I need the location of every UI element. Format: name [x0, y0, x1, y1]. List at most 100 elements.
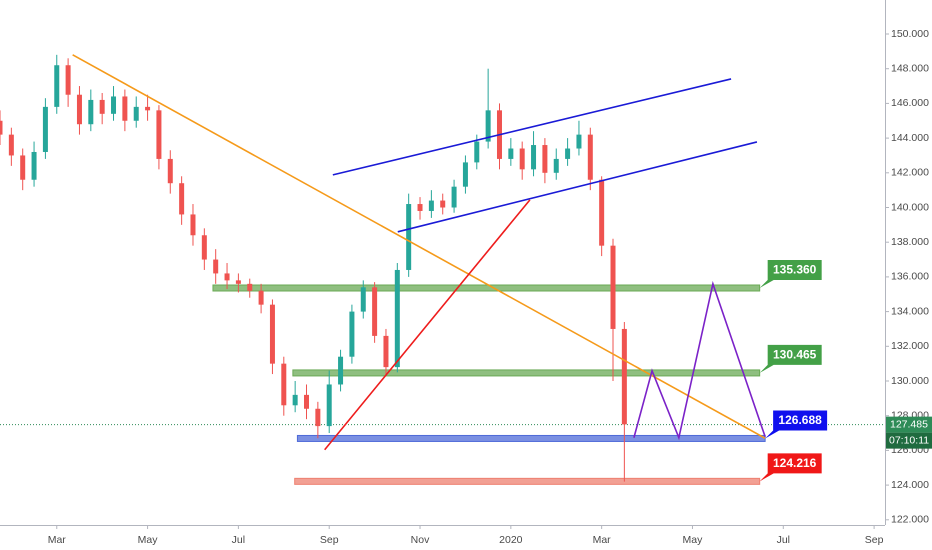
x-tick-label: May	[138, 534, 159, 546]
y-tick-label: 142.000	[891, 167, 929, 179]
candle-body	[179, 183, 185, 215]
candle-body	[20, 155, 26, 180]
candle-body	[338, 356, 344, 385]
zone-label-box	[759, 344, 822, 373]
x-tick-label: Jul	[777, 534, 790, 546]
candle-body	[65, 65, 71, 95]
y-tick-label: 132.000	[891, 340, 929, 352]
candle-body	[474, 141, 480, 163]
candle-body	[315, 408, 321, 427]
y-tick-label: 136.000	[891, 271, 929, 283]
x-tick-label: Mar	[593, 534, 612, 546]
x-tick-label: Sep	[320, 534, 339, 546]
candle-body	[224, 273, 230, 281]
candle-body	[553, 158, 559, 173]
x-tick-label: Mar	[48, 534, 67, 546]
countdown-box	[886, 432, 932, 449]
candle-body	[565, 148, 571, 159]
x-tick-label: Nov	[411, 534, 430, 546]
candle-body	[440, 200, 446, 208]
candle-body	[508, 148, 514, 159]
y-tick-label: 144.000	[891, 132, 929, 144]
countdown-label: 07:10:11	[889, 434, 929, 446]
candle-body	[133, 106, 139, 121]
y-tick-label: 124.000	[891, 479, 929, 491]
candle-body	[462, 162, 468, 187]
x-tick-label: Jul	[232, 534, 245, 546]
candle-body	[304, 394, 310, 409]
candle-body	[235, 280, 241, 284]
y-tick-label: 138.000	[891, 236, 929, 248]
candle-body	[88, 99, 94, 125]
last-price-label: 127.485	[890, 418, 928, 430]
zone	[212, 284, 761, 292]
candle-body	[383, 335, 389, 368]
candle-body	[247, 283, 253, 291]
last-price-box	[886, 416, 932, 433]
candle-body	[8, 134, 14, 156]
zone	[294, 477, 761, 485]
candle-body	[31, 151, 37, 180]
candle-body	[269, 304, 275, 364]
candle-body	[156, 110, 162, 159]
trend-line	[324, 199, 531, 451]
candle-body	[372, 287, 378, 336]
trend-line	[633, 280, 766, 441]
candle-body	[292, 394, 298, 406]
zone-label-box	[765, 410, 828, 439]
candle-body	[145, 106, 151, 111]
candle-body	[360, 287, 366, 312]
x-tick-label: Sep	[865, 534, 884, 546]
zone-label: 135.360	[773, 263, 817, 277]
x-tick-label: 2020	[499, 534, 523, 546]
candle-body	[428, 200, 434, 211]
zone	[292, 369, 761, 377]
candle-body	[587, 134, 593, 180]
candle-body	[76, 94, 82, 125]
zone-label-box	[759, 453, 822, 482]
candle-body	[281, 363, 287, 406]
candle-body	[599, 179, 605, 246]
candle-body	[394, 269, 400, 368]
candle-body	[406, 204, 412, 270]
candle-body	[349, 311, 355, 357]
x-tick-label: May	[683, 534, 704, 546]
y-tick-label: 134.000	[891, 305, 929, 317]
candle-body	[213, 259, 219, 274]
candle-body	[42, 106, 48, 152]
trend-line	[72, 54, 766, 439]
candle-body	[417, 204, 423, 211]
candle-body	[542, 145, 548, 173]
candle-body	[326, 384, 332, 427]
y-tick-label: 148.000	[891, 62, 929, 74]
y-tick-label: 146.000	[891, 97, 929, 109]
candle-body	[0, 120, 3, 135]
candle-body	[54, 65, 60, 107]
candle-body	[485, 110, 491, 142]
y-tick-label: 122.000	[891, 514, 929, 526]
candle-body	[122, 96, 128, 121]
zone-label-box	[759, 260, 822, 289]
zone-label: 126.688	[778, 413, 822, 427]
candle-body	[531, 145, 537, 170]
candle-body	[451, 186, 457, 208]
candle-body	[258, 290, 264, 305]
candle-body	[167, 158, 173, 184]
candle-body	[111, 96, 117, 114]
candle-body	[190, 214, 196, 236]
candle-body	[99, 99, 105, 114]
y-tick-label: 130.000	[891, 375, 929, 387]
zone-label: 130.465	[773, 348, 817, 362]
candle-body	[201, 235, 207, 260]
trend-line	[397, 141, 758, 233]
zone	[296, 434, 766, 442]
trend-line	[332, 78, 732, 176]
y-tick-label: 150.000	[891, 28, 929, 40]
candle-body	[621, 328, 627, 425]
zone-label: 124.216	[773, 456, 817, 470]
y-tick-label: 140.000	[891, 201, 929, 213]
candle-body	[610, 245, 616, 329]
candle-body	[519, 148, 525, 170]
candle-body	[576, 134, 582, 149]
